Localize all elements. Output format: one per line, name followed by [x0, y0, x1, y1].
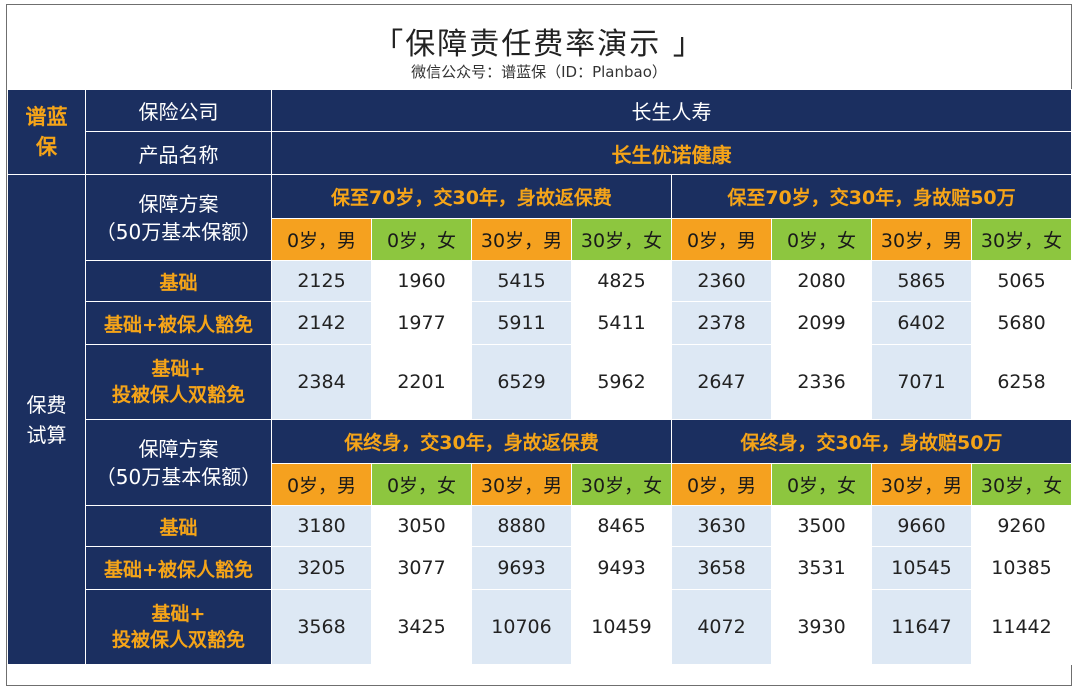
premium-table: 谱蓝保 保险公司 长生人寿 产品名称 长生优诺健康 保费试算 保障方案 （50万基…: [7, 89, 1072, 665]
demo-cell: 0岁，女: [371, 218, 472, 261]
page-subtitle: 微信公众号：谱蓝保（ID：Planbao）: [411, 63, 667, 81]
value-cell: 6529: [471, 344, 572, 420]
table-row: 基础+被保人豁免 3205 3077 9693 9493 3658 3531 1…: [8, 546, 1072, 590]
value-cell: 3568: [271, 589, 372, 665]
value-cell: 3425: [371, 589, 472, 665]
plan-header: 保至70岁，交30年，身故赔50万: [671, 174, 1072, 219]
row-label: 基础+ 投被保人双豁免: [85, 589, 272, 665]
value-cell: 3930: [771, 589, 872, 665]
value-cell: 5065: [971, 260, 1072, 302]
value-cell: 2360: [671, 260, 772, 302]
value-cell: 10459: [571, 589, 672, 665]
product-label: 产品名称: [85, 131, 272, 175]
demo-cell: 30岁，男: [471, 463, 572, 506]
demo-cell: 30岁，女: [971, 218, 1072, 261]
value-cell: 8880: [471, 505, 572, 547]
demo-cell: 30岁，女: [571, 218, 672, 261]
value-cell: 1977: [371, 301, 472, 345]
row-label: 基础+被保人豁免: [85, 301, 272, 345]
demo-cell: 0岁，男: [271, 463, 372, 506]
value-cell: 5911: [471, 301, 572, 345]
value-cell: 2099: [771, 301, 872, 345]
value-cell: 8465: [571, 505, 672, 547]
value-cell: 1960: [371, 260, 472, 302]
value-cell: 9660: [871, 505, 972, 547]
value-cell: 7071: [871, 344, 972, 420]
row-label: 基础+ 投被保人双豁免: [85, 344, 272, 420]
row-label: 基础: [85, 260, 272, 302]
company-value: 长生人寿: [271, 89, 1072, 132]
rate-table-frame: 「保障责任费率演示 」 微信公众号：谱蓝保（ID：Planbao） 谱蓝保 保险…: [6, 4, 1072, 686]
company-label: 保险公司: [85, 89, 272, 132]
value-cell: 6402: [871, 301, 972, 345]
value-cell: 5411: [571, 301, 672, 345]
demo-cell: 0岁，男: [271, 218, 372, 261]
value-cell: 3531: [771, 546, 872, 590]
plan-header: 保至70岁，交30年，身故返保费: [271, 174, 672, 219]
table-row: 基础 3180 3050 8880 8465 3630 3500 9660 92…: [8, 505, 1072, 547]
demo-cell: 30岁，男: [871, 218, 972, 261]
value-cell: 3050: [371, 505, 472, 547]
table-row: 基础+ 投被保人双豁免 3568 3425 10706 10459 4072 39…: [8, 589, 1072, 665]
value-cell: 4072: [671, 589, 772, 665]
demo-cell: 0岁，女: [371, 463, 472, 506]
value-cell: 2647: [671, 344, 772, 420]
value-cell: 3077: [371, 546, 472, 590]
value-cell: 10385: [971, 546, 1072, 590]
demo-cell: 0岁，男: [671, 218, 772, 261]
value-cell: 3205: [271, 546, 372, 590]
value-cell: 2336: [771, 344, 872, 420]
value-cell: 3180: [271, 505, 372, 547]
row-label: 基础+被保人豁免: [85, 546, 272, 590]
demo-cell: 30岁，男: [871, 463, 972, 506]
value-cell: 6258: [971, 344, 1072, 420]
value-cell: 11442: [971, 589, 1072, 665]
table-row: 基础+ 投被保人双豁免 2384 2201 6529 5962 2647 2336…: [8, 344, 1072, 420]
value-cell: 10545: [871, 546, 972, 590]
plan-header: 保终身，交30年，身故赔50万: [671, 419, 1072, 464]
demo-cell: 0岁，男: [671, 463, 772, 506]
value-cell: 5962: [571, 344, 672, 420]
demo-cell: 30岁，女: [971, 463, 1072, 506]
demo-cell: 0岁，女: [771, 218, 872, 261]
brand-cell: 谱蓝保: [7, 89, 86, 175]
demo-cell: 30岁，女: [571, 463, 672, 506]
page-title: 「保障责任费率演示 」: [373, 27, 705, 62]
value-cell: 10706: [471, 589, 572, 665]
value-cell: 2378: [671, 301, 772, 345]
demo-cell: 0岁，女: [771, 463, 872, 506]
demo-cell: 30岁，男: [471, 218, 572, 261]
value-cell: 2201: [371, 344, 472, 420]
value-cell: 2142: [271, 301, 372, 345]
value-cell: 11647: [871, 589, 972, 665]
value-cell: 4825: [571, 260, 672, 302]
value-cell: 3500: [771, 505, 872, 547]
table-row: 基础 2125 1960 5415 4825 2360 2080 5865 50…: [8, 260, 1072, 302]
value-cell: 9260: [971, 505, 1072, 547]
row-label: 基础: [85, 505, 272, 547]
value-cell: 2384: [271, 344, 372, 420]
table-row: 基础+被保人豁免 2142 1977 5911 5411 2378 2099 6…: [8, 301, 1072, 345]
value-cell: 3630: [671, 505, 772, 547]
value-cell: 2125: [271, 260, 372, 302]
value-cell: 5865: [871, 260, 972, 302]
plan-label: 保障方案 （50万基本保额）: [85, 419, 272, 506]
product-value: 长生优诺健康: [271, 131, 1072, 175]
plan-label: 保障方案 （50万基本保额）: [85, 174, 272, 261]
plan-header: 保终身，交30年，身故返保费: [271, 419, 672, 464]
value-cell: 3658: [671, 546, 772, 590]
value-cell: 9493: [571, 546, 672, 590]
title-area: 「保障责任费率演示 」 微信公众号：谱蓝保（ID：Planbao）: [7, 5, 1071, 89]
value-cell: 5680: [971, 301, 1072, 345]
value-cell: 9693: [471, 546, 572, 590]
value-cell: 2080: [771, 260, 872, 302]
value-cell: 5415: [471, 260, 572, 302]
side-label: 保费试算: [7, 174, 86, 665]
